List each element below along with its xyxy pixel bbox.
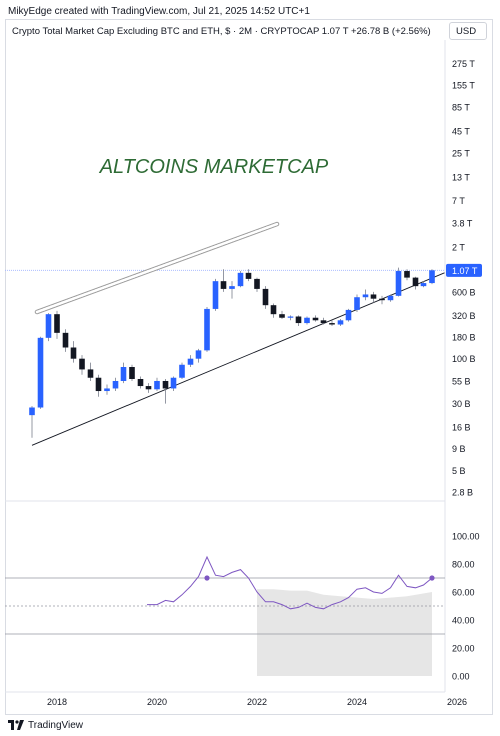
current-price-badge [446, 263, 482, 277]
footer: TradingView [8, 718, 83, 732]
time-axis-label: 2018 [47, 697, 67, 707]
candle-down [379, 298, 385, 301]
price-axis-label: 3.8 T [452, 219, 473, 229]
candle-down [70, 347, 77, 359]
candle-up [37, 337, 44, 408]
candle-down [404, 271, 410, 278]
time-axis-label: 2020 [147, 697, 167, 707]
price-axis-label: 2.8 B [452, 488, 473, 498]
candle-up [45, 314, 52, 338]
candle-down [254, 278, 260, 289]
price-axis-label: 13 T [452, 173, 470, 183]
price-axis-label: 7 T [452, 196, 465, 206]
candle-down [245, 272, 252, 279]
price-axis-label: 85 T [452, 103, 470, 113]
currency-button[interactable]: USD [449, 22, 487, 40]
candle-down [129, 367, 135, 380]
chart-title-annotation: ALTCOINS MARKETCAP [99, 156, 329, 178]
tradingview-logo-icon [8, 720, 24, 730]
candle-up [29, 407, 35, 416]
rsi-axis-label: 0.00 [452, 672, 470, 682]
price-axis-label: 155 T [452, 80, 475, 90]
candle-up [229, 286, 235, 289]
candle-down [162, 380, 169, 389]
rsi-band-fill [257, 589, 432, 676]
price-axis-label: 180 B [452, 332, 476, 342]
candle-up [287, 316, 294, 318]
price-axis-label: 100 B [452, 354, 476, 364]
candle-down [145, 386, 152, 390]
candle-down [279, 314, 285, 318]
candle-down [312, 317, 319, 321]
candle-down [95, 377, 102, 392]
rsi-axis-label: 80.00 [452, 560, 475, 570]
price-axis-label: 9 B [452, 444, 466, 454]
candle-up [354, 297, 360, 310]
rsi-marker [429, 575, 435, 581]
candle-down [412, 277, 419, 287]
rsi-axis-label: 20.00 [452, 644, 475, 654]
candle-up [387, 295, 394, 301]
price-axis-label: 320 B [452, 311, 476, 321]
rsi-axis-label: 40.00 [452, 616, 475, 626]
current-price-badge-label: 1.07 T [452, 266, 478, 276]
candle-down [220, 281, 227, 289]
candle-down [79, 358, 85, 370]
candle-up [395, 271, 402, 296]
price-axis-label: 30 B [452, 399, 471, 409]
chart-credit: MikyEdge created with TradingView.com, J… [8, 6, 310, 17]
candle-down [320, 320, 327, 324]
symbol-legend: Crypto Total Market Cap Excluding BTC an… [12, 26, 431, 37]
candle-up [179, 364, 185, 378]
rsi-series-line [147, 555, 433, 610]
candle-up [112, 380, 119, 389]
candle-up [212, 281, 219, 309]
candle-up [420, 283, 427, 287]
candle-down [54, 314, 60, 333]
candle-up [170, 377, 177, 389]
candle-up [104, 388, 110, 392]
price-axis-label: 45 T [452, 126, 470, 136]
candle-down [87, 369, 94, 378]
candle-down [270, 305, 277, 315]
time-axis-label: 2022 [247, 697, 267, 707]
candle-down [295, 316, 302, 324]
price-axis-label: 5 B [452, 466, 466, 476]
price-axis-label: 600 B [452, 287, 476, 297]
resistance-channel-inner [35, 222, 279, 314]
candle-up [154, 380, 160, 390]
footer-brand: TradingView [28, 719, 84, 731]
price-axis-label: 16 B [452, 423, 471, 433]
chart-panel[interactable] [5, 19, 493, 715]
candle-down [137, 379, 144, 387]
candle-down [329, 323, 335, 325]
candle-up [304, 317, 310, 324]
candle-down [62, 332, 69, 348]
candle-up [345, 309, 352, 321]
candle-up [337, 320, 344, 325]
price-axis-label: 275 T [452, 59, 475, 69]
candle-up [362, 294, 369, 298]
rsi-axis-label: 100.00 [452, 532, 480, 542]
candle-up [195, 350, 202, 359]
rsi-axis-label: 60.00 [452, 588, 475, 598]
candle-up [120, 367, 127, 381]
price-axis-label: 2 T [452, 243, 465, 253]
support-trendline [31, 272, 445, 446]
candle-up [237, 272, 244, 287]
candle-up [187, 358, 194, 365]
candle-down [370, 294, 377, 299]
candle-up [429, 270, 435, 284]
price-axis-label: 55 B [452, 376, 471, 386]
time-axis-label: 2026 [447, 697, 467, 707]
price-axis-label: 25 T [452, 148, 470, 158]
rsi-marker [204, 575, 210, 581]
time-axis-label: 2024 [347, 697, 367, 707]
candle-up [204, 308, 210, 351]
candle-down [262, 288, 269, 306]
